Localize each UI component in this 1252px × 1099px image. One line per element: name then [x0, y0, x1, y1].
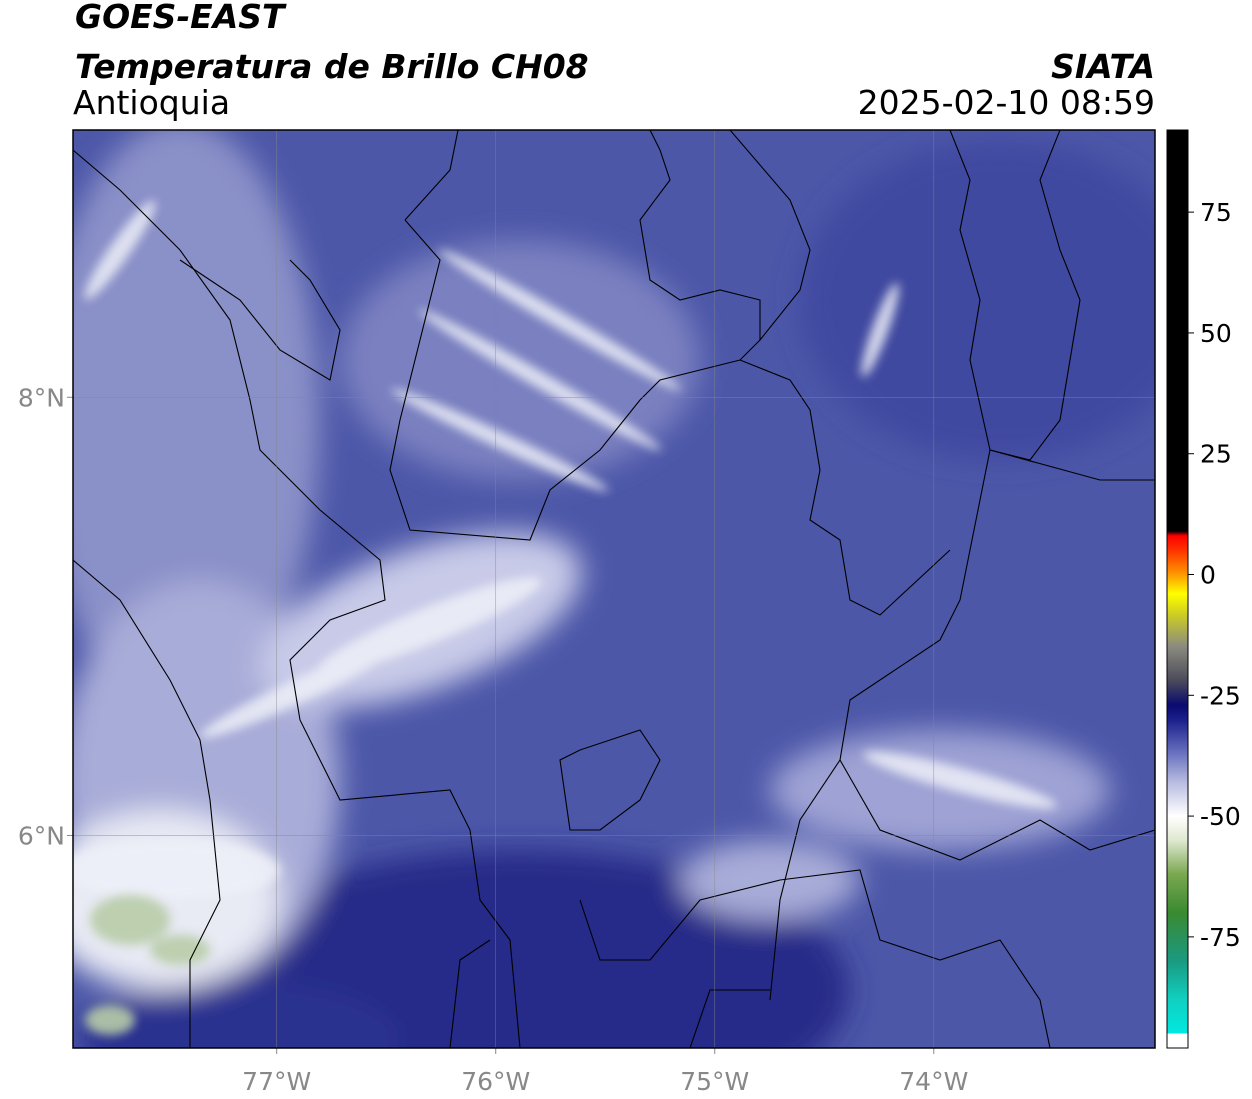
colorbar-tick-label: 50: [1200, 319, 1232, 348]
colorbar-tick-label: 25: [1200, 440, 1232, 469]
brightness-temperature-field: [73, 130, 1155, 1048]
x-tick-label: 74°W: [899, 1067, 968, 1096]
colorbar-bar: [1166, 129, 1189, 1049]
x-tick-label: 77°W: [242, 1067, 311, 1096]
y-tick-label: 8°N: [18, 383, 65, 412]
colorbar: 75 50 25 0 -25 -50 -75: [1166, 129, 1241, 1049]
title: GOES-EAST: [75, 0, 287, 36]
subtitle: Temperatura de Brillo CH08: [75, 47, 589, 86]
colorbar-tick-label: 75: [1200, 198, 1232, 227]
boundaries: [73, 130, 1155, 1048]
source: SIATA: [1051, 47, 1155, 86]
map-frame: [72, 129, 1156, 1049]
colorbar-tick-label: -25: [1200, 681, 1241, 710]
x-tick-label: 75°W: [680, 1067, 749, 1096]
timestamp: 2025-02-10 08:59: [858, 83, 1155, 122]
graticule: [67, 130, 1155, 1054]
x-tick-label: 76°W: [461, 1067, 530, 1096]
y-tick-label: 6°N: [18, 821, 65, 850]
colorbar-tick-label: 0: [1200, 561, 1216, 590]
colorbar-tick-label: -50: [1200, 802, 1241, 831]
region: Antioquia: [73, 83, 230, 122]
colorbar-tick-label: -75: [1200, 923, 1241, 952]
